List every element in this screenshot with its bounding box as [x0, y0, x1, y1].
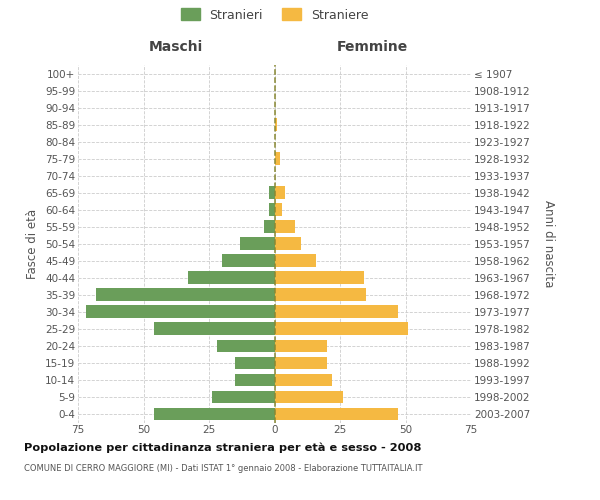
- Bar: [269, 186, 275, 199]
- Text: COMUNE DI CERRO MAGGIORE (MI) - Dati ISTAT 1° gennaio 2008 - Elaborazione TUTTAI: COMUNE DI CERRO MAGGIORE (MI) - Dati IST…: [24, 464, 422, 473]
- Bar: [222, 254, 275, 267]
- Bar: [275, 254, 316, 267]
- Bar: [212, 390, 275, 404]
- Bar: [275, 186, 285, 199]
- Bar: [275, 356, 327, 370]
- Bar: [217, 340, 275, 352]
- Legend: Stranieri, Straniere: Stranieri, Straniere: [176, 4, 373, 26]
- Bar: [275, 152, 280, 165]
- Bar: [154, 408, 275, 420]
- Bar: [235, 374, 275, 386]
- Bar: [275, 204, 283, 216]
- Text: Femmine: Femmine: [337, 40, 409, 54]
- Bar: [275, 238, 301, 250]
- Bar: [235, 356, 275, 370]
- Y-axis label: Anni di nascita: Anni di nascita: [542, 200, 554, 288]
- Bar: [269, 204, 275, 216]
- Bar: [86, 306, 275, 318]
- Text: Maschi: Maschi: [149, 40, 203, 54]
- Bar: [154, 322, 275, 336]
- Bar: [275, 390, 343, 404]
- Bar: [241, 238, 275, 250]
- Bar: [275, 220, 295, 233]
- Bar: [264, 220, 275, 233]
- Bar: [97, 288, 275, 301]
- Y-axis label: Fasce di età: Fasce di età: [26, 208, 40, 279]
- Bar: [275, 272, 364, 284]
- Text: Popolazione per cittadinanza straniera per età e sesso - 2008: Popolazione per cittadinanza straniera p…: [24, 442, 421, 453]
- Bar: [275, 118, 277, 131]
- Bar: [275, 288, 366, 301]
- Bar: [275, 306, 398, 318]
- Bar: [275, 322, 408, 336]
- Bar: [275, 408, 398, 420]
- Bar: [275, 340, 327, 352]
- Bar: [188, 272, 275, 284]
- Bar: [275, 374, 332, 386]
